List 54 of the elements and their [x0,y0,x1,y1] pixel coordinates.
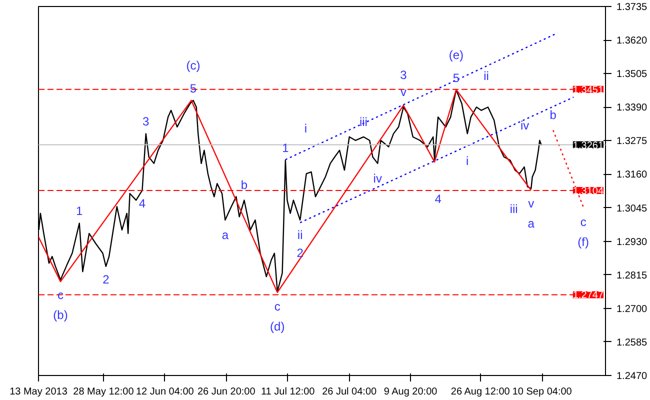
annotation: iii [359,114,368,129]
annotation: 2 [296,246,304,260]
annotation: iv [520,118,530,132]
y-tick-label: 1.3045 [616,203,648,214]
y-tick-label: 1.3275 [616,136,648,148]
annotation: iv [373,171,382,186]
annotation: 1 [282,141,290,156]
ref-line-label: 1.3104 [572,186,604,198]
y-tick-label: 1.3620 [616,36,648,47]
y-tick-label: 1.3160 [616,170,648,181]
annotation: (c) [186,58,200,72]
annotation: (b) [53,308,68,322]
y-tick-label: 1.3505 [616,69,648,80]
y-tick-label: 1.2700 [616,304,648,315]
annotation: i [304,121,308,136]
ref-line-label: 1.2747 [572,290,604,302]
ref-line-label: 1.3261 [572,140,604,152]
annotation: b [550,108,557,122]
annotation: (e) [448,48,464,62]
y-tick-label: 1.3735 [616,2,648,13]
x-tick-label: 10 Sep 04:00 [512,386,572,398]
x-tick-label: 12 Jun 04:00 [136,386,194,398]
annotation: ii [297,228,303,242]
x-tick-label: 9 Aug 20:00 [384,386,438,398]
annotation: 3 [142,114,150,129]
y-tick-label: 1.2585 [616,337,648,348]
annotation: 2 [102,272,110,286]
annotation: 4 [434,192,442,206]
x-tick-label: 11 Jul 12:00 [260,386,316,398]
annotation: ii [484,68,489,83]
annotation: 4 [138,196,146,210]
annotation: i [466,154,469,168]
annotation: iii [510,202,518,216]
annotation: 5 [452,70,460,85]
x-tick-label: 26 Jun 20:00 [197,386,256,398]
annotation: (d) [270,319,285,334]
y-tick-label: 1.2815 [616,270,648,282]
x-tick-label: 26 Jul 04:00 [322,386,378,398]
y-tick-label: 1.2930 [616,236,648,248]
annotation: 1 [76,204,84,218]
x-tick-label: 28 May 12:00 [73,386,134,398]
ref-line-label: 1.3451 [572,84,604,96]
annotation: 3 [400,68,408,82]
y-tick-label: 1.2470 [616,371,648,382]
annotation: c [274,299,280,314]
annotation: b [240,178,248,192]
y-tick-label: 1.3390 [616,102,648,114]
annotation: a [528,216,535,231]
annotation: a [222,228,229,242]
annotation: v [528,196,534,211]
annotation: c [580,214,586,229]
x-tick-label: 26 Aug 12:00 [450,386,510,398]
annotation: (f) [578,234,589,249]
x-tick-label: 13 May 2013 [10,386,68,398]
